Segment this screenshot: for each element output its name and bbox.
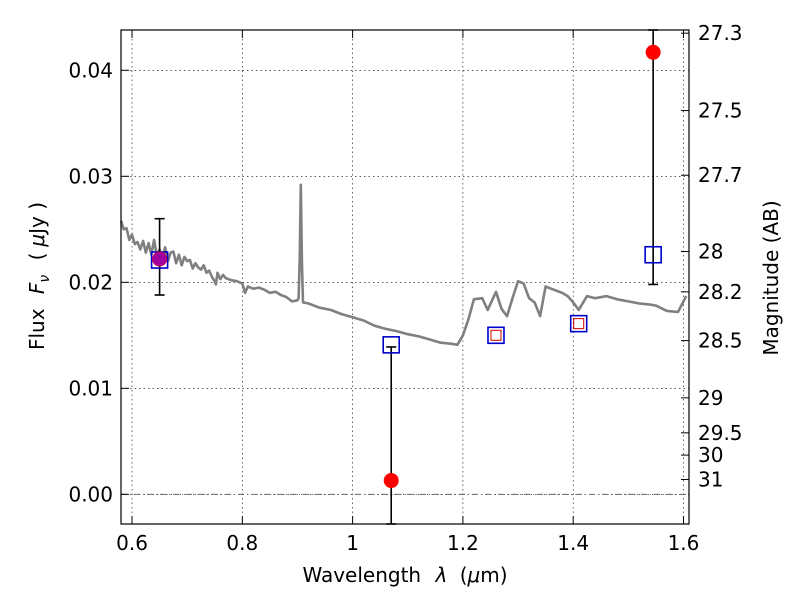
error-bars [154, 29, 659, 525]
y-axis-label-subscript: ν [37, 275, 53, 283]
model-photometry-square [569, 314, 588, 333]
model-photometry-square [382, 336, 401, 354]
y-axis-label-symbol: F [25, 282, 49, 294]
y-axis-label-main: Flux [25, 308, 49, 350]
y2-tick-label: 29 [698, 386, 723, 410]
y-tick-label: 0.02 [68, 270, 113, 294]
x-tick-label: 0.8 [226, 531, 258, 555]
y2-tick-label: 27.5 [698, 99, 743, 123]
y-tick-label: 0.01 [68, 376, 113, 400]
x-tick-label: 1.4 [557, 531, 589, 555]
y2-tick-label: 28.2 [698, 280, 743, 304]
x-axis-label-unit-mu: μ [467, 563, 481, 587]
x-axis-label-symbol: λ [434, 563, 447, 587]
plot-frame [120, 29, 690, 525]
y2-axis-label: Magnitude (AB) [759, 200, 783, 355]
y-axis-label-unit-mu: μ [25, 234, 49, 248]
highlight-point [152, 251, 167, 266]
observed-point [383, 473, 399, 489]
x-axis-label-unit-open: ( [460, 563, 468, 587]
y2-tick-label: 30 [698, 443, 723, 467]
y-tick-label: 0.03 [68, 164, 113, 188]
x-tick-label: 0.6 [116, 531, 148, 555]
y2-tick-label: 27.3 [698, 21, 743, 45]
y2-tick-label: 28.5 [698, 329, 743, 353]
inner-square [490, 329, 502, 341]
markers [150, 44, 662, 489]
y2-tick-label: 27.7 [698, 163, 743, 187]
x-tick-label: 1.6 [668, 531, 700, 555]
y-tick-label: 0.04 [68, 58, 113, 82]
x-axis-label: Wavelength λ (μm) [302, 563, 507, 587]
grid-lines [121, 30, 689, 524]
model-spectrum [119, 183, 688, 347]
y-tick-label: 0.00 [68, 482, 113, 506]
y-axis-ticks: 0.00 0.01 0.02 0.03 0.04 [68, 58, 129, 506]
y-axis-label: Flux Fν ( μJy ) [25, 202, 54, 350]
y-axis-label-unit-open: ( [25, 253, 49, 261]
x-axis-label-unit-rest: m) [480, 563, 507, 587]
y2-tick-label: 28 [698, 240, 723, 264]
model-photometry-square [487, 326, 505, 345]
x-tick-label: 1 [346, 531, 359, 555]
inner-square [573, 318, 585, 330]
observed-point [645, 44, 661, 60]
x-tick-label: 1.2 [447, 531, 479, 555]
x-axis-ticks: 0.6 0.8 1 1.2 1.4 1.6 [116, 30, 699, 555]
model-spectrum-line [119, 183, 688, 347]
y-axis-label-unit-rest: Jy ) [25, 202, 49, 236]
x-axis-label-main: Wavelength [302, 563, 421, 587]
y2-tick-label: 29.5 [698, 421, 743, 445]
y2-tick-label: 31 [698, 467, 723, 491]
model-photometry-square [644, 245, 662, 264]
